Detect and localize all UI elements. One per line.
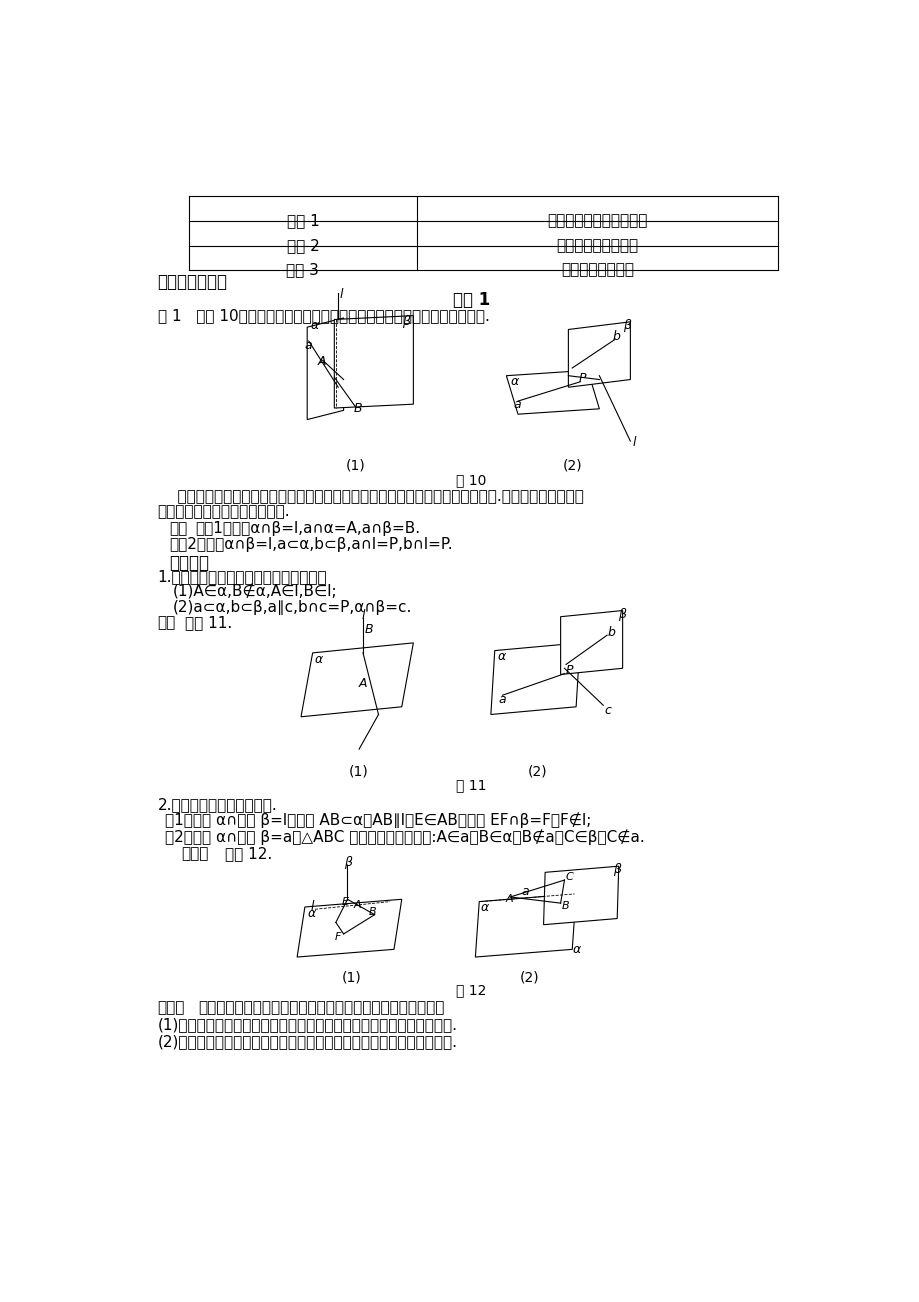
Polygon shape — [505, 370, 598, 414]
Text: a: a — [521, 885, 529, 898]
Text: 在（2）中，α∩β=l,a⊂α,b⊂β,a∩l=P,b∩l=P.: 在（2）中，α∩β=l,a⊂α,b⊂β,a∩l=P,b∩l=P. — [169, 536, 452, 552]
Text: 如图 11.: 如图 11. — [185, 615, 232, 630]
Text: b: b — [607, 625, 614, 638]
Text: 1.画图表示下列由集合符号给出的关系：: 1.画图表示下列由集合符号给出的关系： — [157, 569, 327, 585]
Polygon shape — [560, 611, 622, 674]
Text: 发现问题及时纠正，并及时评价.: 发现问题及时纠正，并及时评价. — [157, 504, 289, 519]
Text: l: l — [339, 288, 343, 301]
Text: (1): (1) — [349, 764, 369, 779]
Text: 公理 3: 公理 3 — [286, 263, 319, 277]
Text: 解：: 解： — [169, 521, 187, 536]
Text: l: l — [361, 608, 365, 621]
Text: (1): (1) — [345, 458, 365, 473]
Text: 判定直线在平面内的依据: 判定直线在平面内的依据 — [547, 214, 647, 228]
Text: C: C — [564, 872, 573, 881]
Text: 如图 12.: 如图 12. — [225, 846, 272, 861]
Text: A: A — [353, 900, 361, 910]
Text: a: a — [513, 397, 520, 410]
Text: (2)a⊂α,b⊂β,a∥c,b∩c=P,α∩β=c.: (2)a⊂α,b⊂β,a∥c,b∩c=P,α∩β=c. — [173, 600, 412, 615]
Text: (2): (2) — [562, 458, 582, 473]
Text: l: l — [310, 900, 313, 913]
Text: β: β — [402, 315, 409, 328]
Text: 2.根据下列条件，画出图形.: 2.根据下列条件，画出图形. — [157, 797, 277, 812]
Text: 图 10: 图 10 — [456, 474, 486, 487]
Text: 答案：: 答案： — [181, 846, 208, 861]
Text: 点评：: 点评： — [157, 1000, 185, 1016]
Text: α: α — [310, 319, 318, 332]
Text: 思路 1: 思路 1 — [452, 290, 490, 309]
Text: 在（1）中，α∩β=l,a∩α=A,a∩β=B.: 在（1）中，α∩β=l,a∩α=A,a∩β=B. — [195, 521, 419, 536]
Polygon shape — [491, 643, 579, 715]
Text: 变式训练: 变式训练 — [169, 553, 209, 572]
Text: β: β — [344, 855, 352, 868]
Polygon shape — [568, 322, 630, 387]
Text: α: α — [307, 906, 315, 919]
Text: α: α — [481, 901, 489, 914]
Text: 确定一个平面的依据: 确定一个平面的依据 — [556, 238, 638, 253]
Text: B: B — [353, 402, 362, 415]
Text: α: α — [510, 375, 518, 388]
Text: β: β — [618, 608, 625, 621]
Text: b: b — [612, 329, 619, 342]
Text: (2): (2) — [527, 764, 547, 779]
Polygon shape — [307, 318, 344, 419]
Polygon shape — [301, 643, 413, 717]
Text: (2): (2) — [519, 971, 539, 984]
Text: 活动：学生自己思考或讨论，再写出（最好用实物投影仪展示写的正确的答案）.教师在学生中巡视，: 活动：学生自己思考或讨论，再写出（最好用实物投影仪展示写的正确的答案）.教师在学… — [157, 488, 583, 504]
Text: α: α — [572, 943, 580, 956]
Text: B: B — [562, 901, 569, 911]
Text: (1)根据图形，先判断点、直线、平面的位置关系，然后用符号表示出来.: (1)根据图形，先判断点、直线、平面的位置关系，然后用符号表示出来. — [157, 1017, 457, 1032]
Text: a: a — [304, 339, 312, 352]
Text: A: A — [358, 677, 368, 690]
Text: F: F — [334, 932, 340, 943]
Text: (1): (1) — [341, 971, 361, 984]
Text: (1)A∈α,B∉α,A∈l,B∈l;: (1)A∈α,B∉α,A∈l,B∈l; — [173, 585, 337, 600]
Text: β: β — [622, 319, 630, 332]
Text: （三）应用示例: （三）应用示例 — [157, 273, 227, 292]
Text: A: A — [505, 894, 513, 905]
Text: β: β — [612, 863, 620, 876]
Text: α: α — [497, 650, 505, 663]
Text: B: B — [364, 622, 373, 635]
Text: a: a — [498, 693, 505, 706]
Text: 例 1   如图 10，用符号语言表示下列图形中点、直线、平面之间的位置关系.: 例 1 如图 10，用符号语言表示下列图形中点、直线、平面之间的位置关系. — [157, 309, 489, 323]
Text: 图形语言与符号语言的转换是本节的重点，主要有两种题型：: 图形语言与符号语言的转换是本节的重点，主要有两种题型： — [199, 1000, 445, 1016]
Text: B: B — [369, 907, 377, 918]
Text: 公理 2: 公理 2 — [286, 238, 319, 253]
Text: α: α — [314, 654, 323, 667]
Text: c: c — [604, 704, 611, 717]
Text: （1）平面 α∩平面 β=l，直线 AB⊂α，AB∥l，E∈AB，直线 EF∩β=F，F∉l;: （1）平面 α∩平面 β=l，直线 AB⊂α，AB∥l，E∈AB，直线 EF∩β… — [165, 812, 591, 828]
Text: 公理 1: 公理 1 — [286, 214, 319, 228]
Text: 图 11: 图 11 — [456, 779, 486, 793]
Text: A: A — [317, 354, 325, 367]
Text: l: l — [632, 436, 636, 449]
Polygon shape — [297, 900, 402, 957]
Text: E: E — [342, 897, 348, 906]
Text: 图 12: 图 12 — [456, 983, 486, 997]
Text: 两平面相交的依据: 两平面相交的依据 — [561, 263, 633, 277]
Text: 解：: 解： — [157, 615, 176, 630]
Polygon shape — [334, 315, 413, 408]
Text: P: P — [564, 664, 573, 677]
Polygon shape — [543, 866, 618, 924]
Text: P: P — [578, 372, 585, 385]
Text: (2)根据符号，想象出点、直线、平面的位置关系，然后用图形表示出来.: (2)根据符号，想象出点、直线、平面的位置关系，然后用图形表示出来. — [157, 1034, 457, 1049]
Text: （2）平面 α∩平面 β=a，△ABC 的三个顶点满足条件:A∈a，B∈α，B∉a，C∈β，C∉a.: （2）平面 α∩平面 β=a，△ABC 的三个顶点满足条件:A∈a，B∈α，B∉… — [165, 829, 644, 845]
Polygon shape — [475, 894, 575, 957]
